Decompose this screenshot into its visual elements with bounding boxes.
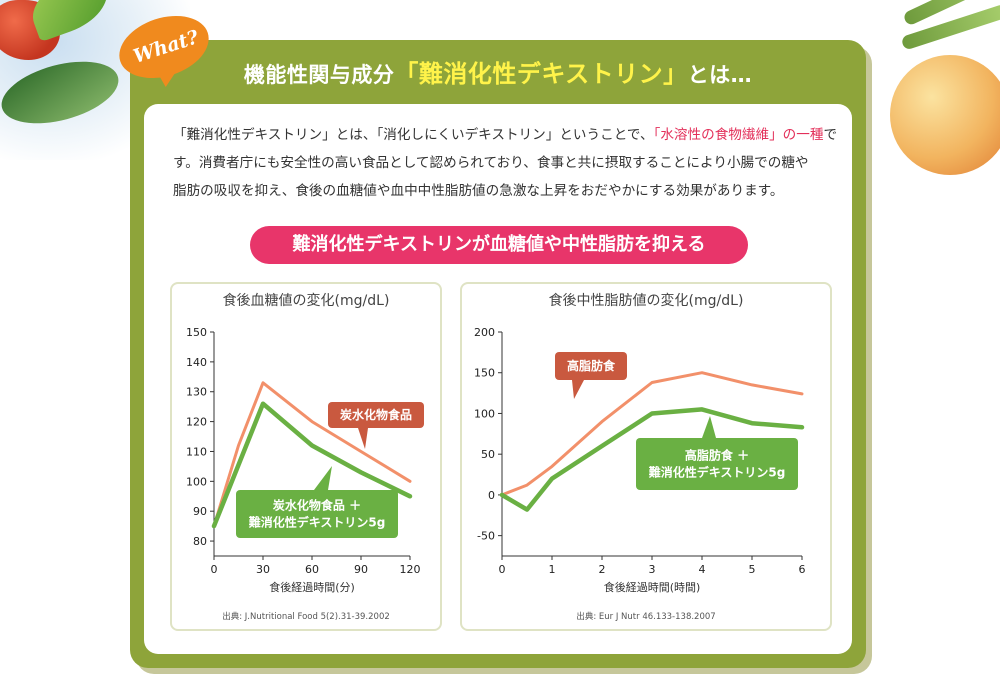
x-tick-label: 1 [549,563,556,576]
vegetable-decoration-right [870,0,1000,200]
callout-label: 難消化性デキストリン5g [649,465,786,480]
y-tick-label: 140 [186,356,207,369]
chart-title: 食後血糖値の変化(mg/dL) [223,292,390,309]
x-tick-label: 4 [699,563,706,576]
y-tick-label: -50 [477,530,495,543]
x-axis-label: 食後経過時間(分) [269,580,355,594]
description-line-2: す。消費者庁にも安全性の高い食品として認められており、食事と共に摂取することによ… [173,155,809,171]
x-tick-label: 6 [799,563,806,576]
heading-suffix: とは… [687,63,753,87]
callout-label: 高脂肪食 ＋ [685,448,749,463]
y-tick-label: 150 [474,367,495,380]
triglyceride-chart-card: 食後中性脂肪値の変化(mg/dL) -50 0 50 100 150 200 0 1 2 3 4 5 6 食… [460,282,832,631]
blood-sugar-chart-card: 食後血糖値の変化(mg/dL) 80 90 100 110 120 130 140 150 0 30… [170,282,442,631]
chart-title: 食後中性脂肪値の変化(mg/dL) [549,292,744,309]
callout-box [636,438,798,490]
panel-heading: 機能性関与成分「難消化性デキストリン」とは… [130,54,866,89]
series-line-dextrin [499,407,805,512]
callout-label: 難消化性デキストリン5g [249,515,386,530]
chart-source: 出典: J.Nutritional Food 5(2).31-39.2002 [222,611,390,622]
y-tick-label: 120 [186,416,207,429]
description-line-1-a: 「難消化性デキストリン」とは、「消化しにくいデキストリン」ということで、 [173,127,654,143]
cucumber-image [0,50,126,135]
callout-tail [314,466,332,490]
callout-tail [572,380,584,399]
y-tick-label: 50 [481,448,495,461]
blood-sugar-chart: 食後血糖値の変化(mg/dL) 80 90 100 110 120 130 140 150 0 30… [186,292,424,622]
series-line-control [212,381,412,528]
callout-box [236,490,398,538]
series-line-dextrin [211,401,413,529]
description-highlight: 「水溶性の食物繊維」の一種 [653,127,824,143]
series-line-control [500,371,804,497]
x-axis-label: 食後経過時間(時間) [604,580,701,594]
y-tick-label: 100 [186,475,207,488]
y-tick-label: 130 [186,386,207,399]
description-text: 「難消化性デキストリン」とは、「消化しにくいデキストリン」ということで、「水溶性… [173,121,838,205]
y-tick-label: 80 [193,535,207,548]
y-tick-label: 110 [186,445,207,458]
callout-label: 高脂肪食 [567,358,616,373]
heading-highlight: 「難消化性デキストリン」 [394,60,688,88]
callout-box [555,352,627,380]
y-tick-label: 100 [474,407,495,420]
x-tick-label: 30 [256,563,270,576]
x-tick-label: 60 [305,563,319,576]
callout-tail [702,416,716,438]
x-tick-label: 2 [599,563,606,576]
description-line-1: 「難消化性デキストリン」とは、「消化しにくいデキストリン」ということで、「水溶性… [173,121,838,149]
x-tick-label: 90 [354,563,368,576]
chart-source: 出典: Eur J Nutr 46.133-138.2007 [576,611,715,622]
callout-label: 炭水化物食品 ＋ [273,498,361,513]
y-tick-label: 0 [488,489,495,502]
description-line-3: 脂肪の吸収を抑え、食後の血糖値や血中中性脂肪値の急激な上昇をおだやかにする効果が… [173,183,784,199]
triglyceride-chart: 食後中性脂肪値の変化(mg/dL) -50 0 50 100 150 200 0 1 2 3 4 5 6 食… [474,292,806,622]
y-tick-label: 150 [186,326,207,339]
leaf-image [23,0,117,43]
y-tick-label: 90 [193,505,207,518]
callout-tail [358,428,368,449]
y-tick-label: 200 [474,326,495,339]
x-tick-label: 0 [211,563,218,576]
headline-pill: 難消化性デキストリンが血糖値や中性脂肪を抑える [250,226,748,264]
x-tick-label: 0 [499,563,506,576]
description-line-1-b: で [823,127,838,143]
callout-label: 炭水化物食品 [340,407,412,422]
x-tick-label: 5 [749,563,756,576]
heading-prefix: 機能性関与成分 [243,63,395,87]
peach-image [890,55,1000,175]
x-tick-label: 3 [649,563,656,576]
callout-box [328,402,424,428]
x-tick-label: 120 [400,563,421,576]
